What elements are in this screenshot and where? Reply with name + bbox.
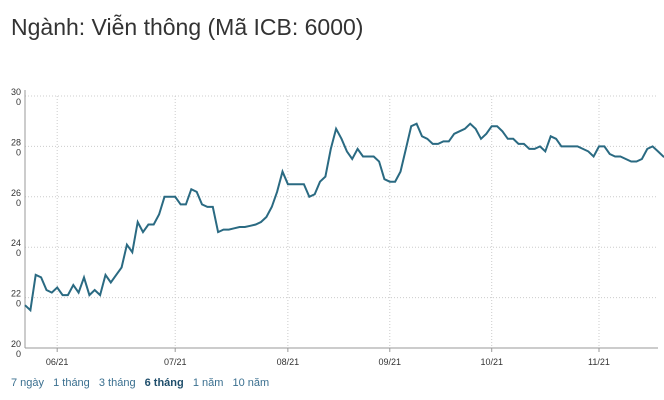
y-tick-label: 0 bbox=[16, 147, 21, 157]
x-tick-label: 09/21 bbox=[379, 357, 402, 367]
range-7-days-button[interactable]: 7 ngày bbox=[11, 377, 45, 389]
time-range-selector: 7 ngày 1 tháng 3 tháng 6 tháng 1 năm 10 … bbox=[11, 377, 275, 389]
range-10-years-button[interactable]: 10 năm bbox=[232, 377, 270, 389]
grid-lines bbox=[25, 95, 658, 349]
range-3-months-button[interactable]: 3 tháng bbox=[98, 377, 136, 389]
y-tick-label: 0 bbox=[16, 198, 21, 208]
page-title: Ngành: Viễn thông (Mã ICB: 6000) bbox=[11, 14, 364, 40]
chart-axes bbox=[24, 90, 658, 352]
y-tick-label: 30 bbox=[11, 87, 21, 97]
x-tick-label: 06/21 bbox=[46, 357, 69, 367]
y-tick-label: 24 bbox=[11, 238, 21, 248]
y-tick-label: 26 bbox=[11, 188, 21, 198]
range-6-months-button[interactable]: 6 tháng bbox=[144, 377, 184, 389]
x-tick-label: 10/21 bbox=[480, 357, 503, 367]
range-1-month-button[interactable]: 1 tháng bbox=[53, 377, 90, 389]
x-tick-label: 07/21 bbox=[164, 357, 187, 367]
x-tick-label: 11/21 bbox=[588, 357, 610, 367]
y-tick-label: 0 bbox=[16, 299, 21, 309]
range-1-year-button[interactable]: 1 năm bbox=[192, 377, 224, 389]
y-tick-label: 20 bbox=[11, 339, 21, 349]
series-line bbox=[24, 122, 664, 313]
y-tick-label: 0 bbox=[16, 349, 21, 359]
y-tick-label: 0 bbox=[16, 248, 21, 258]
x-tick-label: 08/21 bbox=[277, 357, 300, 367]
y-tick-label: 0 bbox=[16, 97, 21, 107]
y-tick-label: 22 bbox=[11, 289, 21, 299]
x-axis-ticks: 06/21 07/21 08/21 09/21 10/21 11/21 bbox=[46, 357, 610, 367]
y-tick-label: 28 bbox=[11, 137, 21, 147]
